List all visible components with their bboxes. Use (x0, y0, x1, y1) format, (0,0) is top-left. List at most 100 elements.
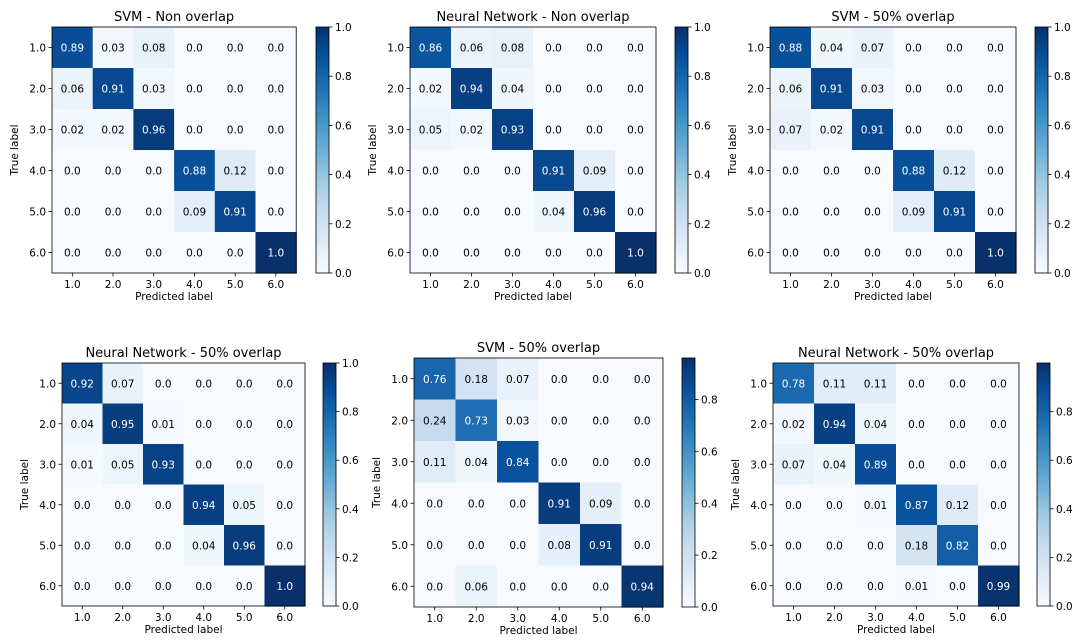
heatmap-cell (264, 363, 306, 405)
heatmap-cell (133, 68, 175, 110)
cell-value-label: 0.0 (987, 166, 1004, 178)
cell-value-label: 0.0 (782, 166, 799, 178)
heatmap-cell (255, 232, 297, 274)
colorbar-tick-label: 1.0 (694, 22, 711, 34)
heatmap-cell (533, 27, 575, 69)
heatmap-cell (852, 232, 894, 274)
cell-value-label: 0.06 (460, 43, 484, 55)
heatmap-cell (896, 565, 938, 607)
heatmap-cell (92, 109, 134, 151)
x-axis-label: Predicted label (854, 291, 932, 303)
cell-value-label: 0.03 (861, 84, 884, 96)
cell-value-label: 0.91 (548, 498, 571, 510)
colorbar-tick-label: 0.0 (335, 268, 352, 280)
heatmap-cell (978, 363, 1020, 405)
colorbar-tick-label: 0.2 (342, 552, 359, 564)
heatmap-cell (855, 484, 897, 526)
heatmap-cell (414, 441, 457, 484)
x-tick-label: 6.0 (987, 279, 1004, 291)
heatmap-cell (896, 484, 938, 526)
cell-value-label: 0.0 (114, 540, 131, 552)
cell-value-label: 0.11 (823, 378, 846, 390)
cell-value-label: 0.0 (426, 581, 443, 593)
cell-value-label: 0.0 (551, 415, 568, 427)
plot-frame (51, 26, 297, 274)
cell-value-label: 0.0 (867, 581, 884, 593)
heatmap-cell (621, 482, 664, 525)
colorbar-tick-label: 0.2 (694, 219, 711, 231)
heatmap-cell (255, 109, 297, 151)
heatmap-cell (133, 27, 175, 69)
cell-value-label: 0.0 (463, 248, 480, 260)
colorbar-tick-label: 0.2 (1056, 552, 1073, 564)
cell-value-label: 0.0 (551, 581, 568, 593)
x-tick-label: 6.0 (990, 612, 1007, 624)
cell-value-label: 0.01 (864, 500, 887, 512)
x-tick-label: 5.0 (592, 613, 609, 625)
heatmap-cell (143, 525, 185, 567)
cell-value-label: 0.04 (542, 207, 566, 219)
cell-value-label: 0.0 (987, 84, 1004, 96)
plot-frame (769, 26, 1017, 274)
cell-value-label: 0.0 (634, 457, 651, 469)
heatmap-cell (855, 565, 897, 607)
cell-value-label: 0.0 (627, 43, 644, 55)
x-tick-label: 1.0 (422, 279, 439, 291)
cell-value-label: 0.0 (782, 207, 799, 219)
x-axis-label: Predicted label (494, 291, 572, 303)
heatmap-cell (52, 27, 94, 69)
heatmap-cell (852, 27, 894, 69)
heatmap-cell (615, 232, 657, 274)
y-tick-label: 2.0 (387, 84, 404, 96)
cell-value-label: 0.08 (142, 43, 165, 55)
cell-value-label: 0.0 (195, 459, 212, 471)
cell-value-label: 0.94 (460, 84, 484, 96)
heatmap-cell (538, 399, 581, 442)
cell-value-label: 0.04 (192, 540, 216, 552)
heatmap-cell (975, 150, 1017, 192)
heatmap-cell (975, 27, 1017, 69)
cell-value-label: 0.0 (634, 374, 651, 386)
cell-value-label: 0.02 (101, 125, 124, 137)
cell-value-label: 0.06 (61, 84, 85, 96)
heatmap-cell (975, 68, 1017, 110)
heatmap-cell (52, 150, 94, 192)
cell-value-label: 0.0 (586, 43, 603, 55)
cell-value-label: 0.0 (195, 378, 212, 390)
cell-value-label: 0.0 (990, 540, 1007, 552)
cell-value-label: 0.0 (105, 207, 122, 219)
y-tick-label: 4.0 (750, 500, 767, 512)
cell-value-label: 0.05 (111, 459, 134, 471)
cell-value-label: 0.0 (592, 457, 609, 469)
heatmap-cell (975, 109, 1017, 151)
heatmap-cell (224, 444, 266, 486)
cell-value-label: 0.0 (74, 500, 91, 512)
x-tick-label: 4.0 (551, 613, 568, 625)
colorbar-tick-label: 0.6 (701, 446, 718, 458)
heatmap-cell (410, 68, 452, 110)
heatmap-cell (773, 565, 815, 607)
heatmap-cell (492, 109, 534, 151)
heatmap-cell (214, 191, 257, 233)
heatmap-cell (773, 403, 815, 445)
heatmap-cell (414, 565, 457, 608)
cell-value-label: 0.0 (592, 581, 609, 593)
heatmap-cell (255, 68, 297, 110)
y-axis-label: True label (367, 124, 379, 176)
y-tick-label: 1.0 (387, 43, 404, 55)
heatmap-cell (533, 109, 575, 151)
heatmap-cell (896, 444, 938, 486)
x-tick-label: 6.0 (276, 612, 293, 624)
heatmap-cell (975, 232, 1017, 274)
heatmap-cell (92, 68, 134, 110)
heatmap-cell (52, 232, 94, 274)
cell-value-label: 0.99 (987, 581, 1010, 593)
y-tick-label: 5.0 (387, 207, 404, 219)
cell-value-label: 0.0 (509, 498, 526, 510)
cell-value-label: 0.0 (422, 248, 439, 260)
heatmap-cell (133, 109, 175, 151)
heatmap-cell (937, 444, 979, 486)
x-axis-label: Predicted label (499, 625, 577, 637)
heatmap-cell (896, 363, 938, 405)
cell-value-label: 0.0 (627, 84, 644, 96)
